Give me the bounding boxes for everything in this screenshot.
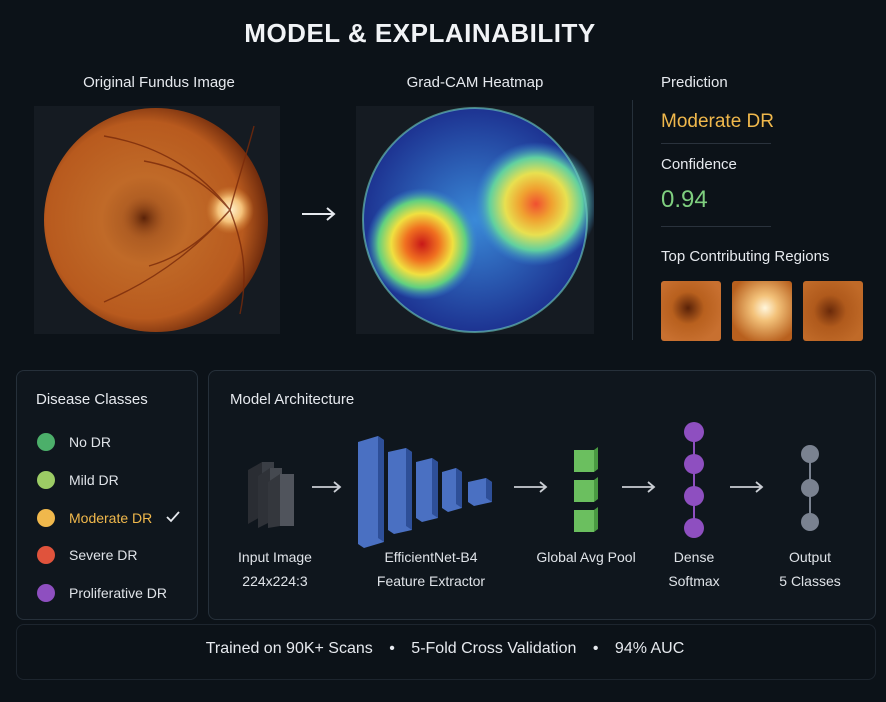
confidence-value: 0.94: [661, 186, 708, 213]
legend-item-proliferative-dr: Proliferative DR: [37, 583, 167, 603]
legend-label: Moderate DR: [69, 510, 153, 526]
legend-dot-moderate-dr: [37, 509, 55, 527]
arrow-right-icon: [728, 480, 768, 499]
stage-label-line1: Input Image: [238, 549, 312, 565]
gradcam-heatmap-image: [356, 106, 598, 334]
arrow-right-icon: [512, 480, 552, 499]
page-title: MODEL & EXPLAINABILITY: [244, 18, 596, 48]
confidence-label: Confidence: [661, 156, 737, 173]
prediction-divider: [661, 143, 771, 144]
footer-item-auc: 94% AUC: [614, 640, 685, 657]
dense-layer-nodes: [682, 422, 706, 547]
region-thumbnail-optic-disc[interactable]: [732, 281, 792, 341]
input-image-icon: [242, 456, 300, 533]
arrow-right-icon: [310, 480, 346, 499]
legend-item-severe-dr: Severe DR: [37, 545, 137, 565]
stage-label-input: Input Image 224x224:3: [220, 545, 330, 593]
footer-separator: •: [389, 640, 395, 657]
stage-label-line1: Output: [788, 549, 832, 565]
legend-dot-mild-dr: [37, 471, 55, 489]
confidence-divider: [661, 226, 771, 227]
footer-item-scans: Trained on 90K+ Scans: [205, 640, 373, 657]
vertical-divider: [632, 100, 633, 340]
legend-item-no-dr: No DR: [37, 432, 111, 452]
legend-dot-proliferative-dr: [37, 584, 55, 602]
legend-label: No DR: [69, 434, 112, 450]
stage-label-line2: Feature Extractor: [376, 573, 486, 589]
model-architecture-title: Model Architecture: [230, 391, 355, 408]
stage-label-efficientnet: EfficientNet-B4 Feature Extractor: [366, 545, 496, 593]
stage-label-line2: 224x224:3: [242, 573, 308, 589]
footer-summary: Trained on 90K+ Scans • 5-Fold Cross Val…: [16, 640, 874, 658]
legend-item-moderate-dr: Moderate DR: [37, 508, 180, 528]
disease-classes-title: Disease Classes: [36, 391, 148, 408]
check-icon: [166, 510, 180, 526]
original-fundus-image: [34, 106, 280, 334]
pooling-blocks-icon: [572, 446, 600, 541]
stage-label-output: Output 5 Classes: [766, 545, 854, 593]
legend-label: Severe DR: [69, 547, 138, 563]
arrow-right-icon: [620, 480, 660, 499]
output-layer-nodes: [798, 444, 822, 539]
legend-label: Mild DR: [69, 472, 119, 488]
stage-label-dense: Dense Softmax: [654, 545, 734, 593]
footer-separator: •: [592, 640, 599, 657]
region-thumbnail-macula[interactable]: [661, 281, 721, 341]
region-thumbnail-periphery[interactable]: [803, 281, 863, 341]
stage-label-pooling: Global Avg Pool: [530, 545, 642, 569]
heatmap-label: Grad-CAM Heatmap: [406, 74, 544, 91]
stage-label-line2: Softmax: [668, 573, 720, 589]
prediction-label: Prediction: [661, 74, 728, 91]
stage-label-line1: Global Avg Pool: [536, 549, 636, 565]
efficientnet-blocks-icon: [356, 432, 496, 553]
regions-label: Top Contributing Regions: [661, 248, 830, 265]
disease-classes-panel: [16, 370, 198, 620]
legend-dot-no-dr: [37, 433, 55, 451]
stage-label-line1: Dense: [673, 549, 715, 565]
legend-label: Proliferative DR: [69, 585, 168, 601]
stage-label-line2: 5 Classes: [779, 573, 841, 589]
legend-item-mild-dr: Mild DR: [37, 470, 119, 490]
footer-item-cv: 5-Fold Cross Validation: [411, 640, 577, 657]
stage-label-line1: EfficientNet-B4: [384, 549, 478, 565]
model-architecture-panel: [208, 370, 876, 620]
legend-dot-severe-dr: [37, 546, 55, 564]
arrow-right-icon: [300, 206, 340, 227]
footer-bar: [16, 624, 876, 680]
original-image-label: Original Fundus Image: [83, 74, 235, 91]
prediction-value: Moderate DR: [661, 111, 774, 132]
